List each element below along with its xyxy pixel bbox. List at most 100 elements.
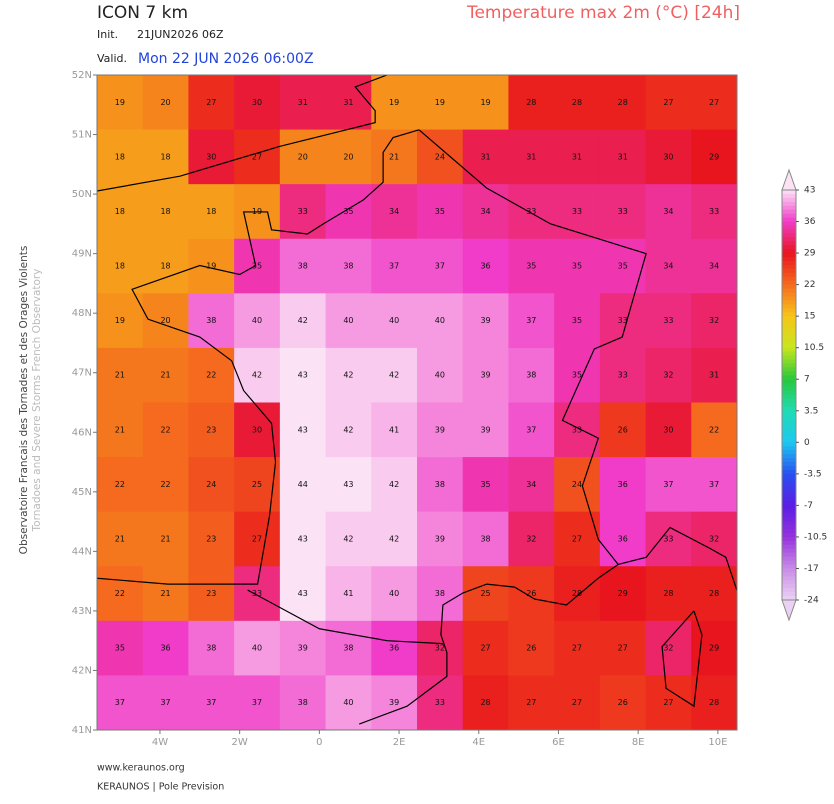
temperature-value: 19 xyxy=(435,98,445,107)
colorbar-label: 7 xyxy=(804,375,810,385)
temperature-value: 27 xyxy=(572,644,582,653)
temperature-value: 39 xyxy=(480,371,490,380)
colorbar-label: 3.5 xyxy=(804,406,818,416)
colorbar-segment xyxy=(782,434,796,439)
footer-site: www.keraunos.org xyxy=(97,763,185,774)
colorbar-segment xyxy=(782,580,796,585)
colorbar-segment xyxy=(782,395,796,400)
temperature-value: 27 xyxy=(252,534,262,543)
colorbar-segment xyxy=(782,438,796,443)
colorbar-label: -10.5 xyxy=(804,532,827,542)
temperature-cell xyxy=(234,675,281,730)
temperature-cell xyxy=(645,457,692,513)
temperature-cell xyxy=(691,184,737,240)
temperature-cell xyxy=(417,675,464,730)
temperature-value: 42 xyxy=(343,534,353,543)
temperature-value: 27 xyxy=(206,98,216,107)
colorbar-label: -24 xyxy=(804,596,819,606)
colorbar-segment xyxy=(782,312,796,317)
temperature-cell xyxy=(234,511,281,567)
temperature-value: 33 xyxy=(709,207,719,216)
temperature-cell xyxy=(645,511,692,567)
temperature-value: 37 xyxy=(435,262,445,271)
temperature-cell xyxy=(508,457,555,513)
temperature-value: 37 xyxy=(206,698,216,707)
temperature-cell xyxy=(142,293,189,349)
temperature-value: 24 xyxy=(435,152,445,161)
temperature-cell xyxy=(325,184,372,240)
temperature-cell xyxy=(462,675,509,730)
temperature-value: 25 xyxy=(252,480,262,489)
y-tick-label: 49N xyxy=(72,249,92,260)
temperature-value: 32 xyxy=(663,644,673,653)
temperature-cell xyxy=(508,184,555,240)
temperature-value: 19 xyxy=(206,262,216,271)
temperature-value: 43 xyxy=(298,425,308,434)
colorbar-segment xyxy=(782,221,796,226)
temperature-value: 35 xyxy=(572,316,582,325)
temperature-value: 42 xyxy=(343,425,353,434)
temperature-value: 30 xyxy=(663,425,673,434)
temperature-cell xyxy=(417,511,464,567)
temperature-value: 31 xyxy=(298,98,308,107)
temperature-value: 42 xyxy=(389,480,399,489)
temperature-value: 18 xyxy=(115,262,125,271)
temperature-value: 38 xyxy=(206,644,216,653)
temperature-value: 34 xyxy=(389,207,399,216)
colorbar-segment xyxy=(782,284,796,290)
temperature-value: 37 xyxy=(252,698,262,707)
colorbar-segment xyxy=(782,193,796,199)
colorbar-segment xyxy=(782,213,796,219)
temperature-value: 40 xyxy=(389,589,399,598)
colorbar-segment xyxy=(782,190,796,195)
colorbar-segment xyxy=(782,525,796,530)
temperature-value: 28 xyxy=(526,98,536,107)
colorbar-segment xyxy=(782,268,796,274)
temperature-cell xyxy=(691,75,737,131)
temperature-value: 30 xyxy=(252,425,262,434)
colorbar-segment xyxy=(782,536,796,542)
temperature-cell xyxy=(554,184,601,240)
temperature-value: 33 xyxy=(663,534,673,543)
temperature-cell xyxy=(325,402,372,458)
x-tick-label: 10E xyxy=(708,737,727,748)
temperature-cell xyxy=(508,75,555,131)
temperature-cell xyxy=(97,238,144,294)
temperature-cell xyxy=(142,566,189,622)
temperature-value: 36 xyxy=(160,644,170,653)
temperature-value: 44 xyxy=(298,480,308,489)
temperature-value: 39 xyxy=(480,316,490,325)
temperature-value: 27 xyxy=(709,98,719,107)
colorbar-segment xyxy=(782,481,796,487)
temperature-value: 19 xyxy=(480,98,490,107)
temperature-cell xyxy=(645,293,692,349)
colorbar-segment xyxy=(782,253,796,258)
temperature-value: 23 xyxy=(206,534,216,543)
colorbar-segment xyxy=(782,462,796,467)
colorbar-segment xyxy=(782,560,796,566)
colorbar-segment xyxy=(782,383,796,388)
temperature-value: 18 xyxy=(115,152,125,161)
temperature-cell xyxy=(508,238,555,294)
colorbar-segment xyxy=(782,426,796,431)
temperature-value: 40 xyxy=(343,316,353,325)
y-tick-label: 44N xyxy=(72,546,92,557)
temperature-cell xyxy=(691,402,737,458)
temperature-value: 37 xyxy=(709,480,719,489)
colorbar-segment xyxy=(782,355,796,361)
temperature-cell xyxy=(97,75,144,131)
temperature-value: 27 xyxy=(663,98,673,107)
y-tick-label: 52N xyxy=(72,70,92,81)
colorbar-segment xyxy=(782,544,796,550)
temperature-value: 38 xyxy=(298,262,308,271)
temperature-cell xyxy=(554,457,601,513)
temperature-value: 40 xyxy=(435,316,445,325)
y-tick-label: 41N xyxy=(72,725,92,736)
temperature-value: 21 xyxy=(115,534,125,543)
temperature-value: 21 xyxy=(160,589,170,598)
temperature-value: 32 xyxy=(709,534,719,543)
colorbar-segment xyxy=(782,264,796,270)
temperature-cell xyxy=(97,347,144,403)
temperature-value: 18 xyxy=(115,207,125,216)
temperature-value: 38 xyxy=(206,316,216,325)
